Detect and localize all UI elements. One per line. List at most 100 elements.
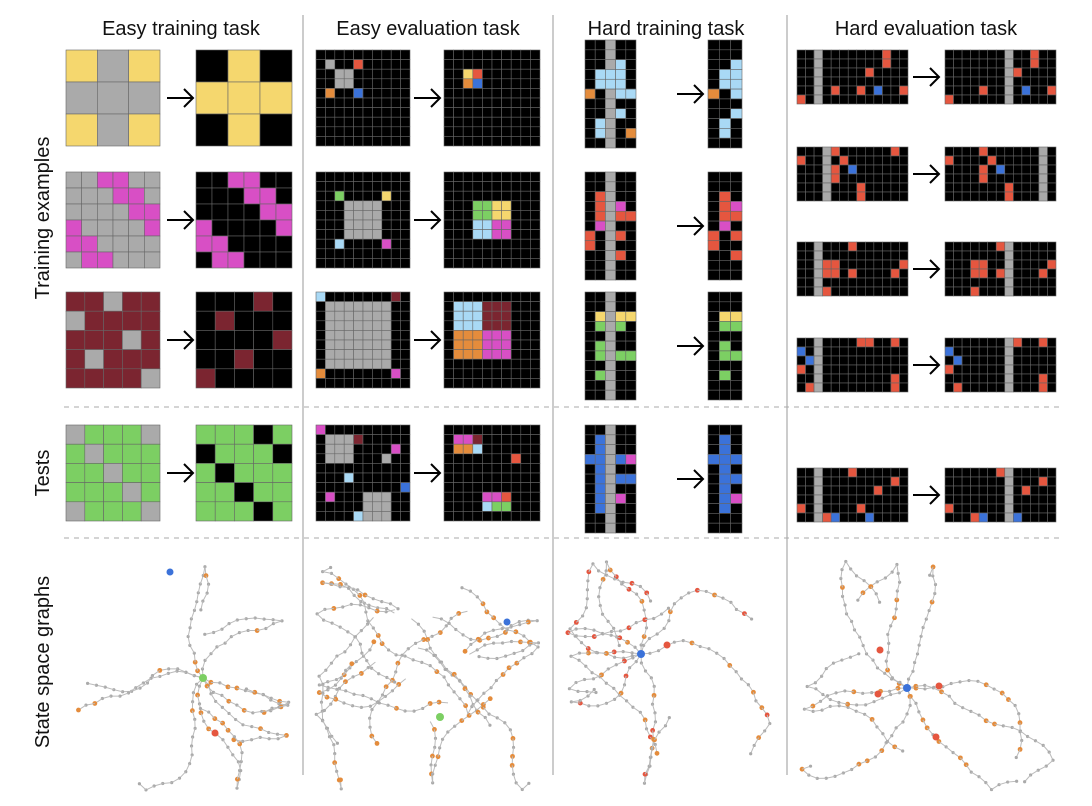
cell (882, 494, 892, 505)
cell (719, 98, 731, 110)
cell (882, 476, 892, 487)
cell (625, 311, 637, 322)
cell (847, 94, 858, 105)
cell (275, 187, 293, 205)
cell (353, 219, 364, 230)
cell (987, 164, 997, 175)
cell (605, 240, 616, 251)
cell (944, 268, 954, 279)
cell (865, 277, 875, 288)
graph-node (462, 648, 468, 654)
cell (970, 512, 980, 523)
cell (443, 453, 454, 464)
cell (472, 116, 483, 128)
cell (882, 268, 892, 279)
cell (978, 173, 988, 184)
cell (501, 258, 512, 269)
cell (978, 476, 988, 487)
cell (214, 310, 235, 331)
cell (625, 380, 637, 391)
cell (1013, 364, 1023, 375)
cell (325, 171, 336, 182)
cell (1030, 49, 1040, 60)
cell (1030, 286, 1040, 297)
graph-node (887, 689, 892, 693)
cell (227, 219, 245, 237)
cell (84, 443, 104, 464)
cell (805, 191, 815, 202)
cell (625, 503, 637, 514)
cell (594, 493, 606, 504)
cell (805, 485, 815, 496)
cell (730, 424, 743, 436)
graph-node (917, 643, 921, 647)
cell (530, 171, 541, 182)
cell (707, 137, 720, 149)
cell (334, 59, 345, 70)
cell (84, 368, 104, 389)
cell (882, 364, 892, 375)
cell (103, 291, 123, 312)
cell (443, 59, 454, 70)
cell (822, 364, 832, 375)
grid (944, 146, 1057, 202)
cell (625, 98, 637, 110)
cell (390, 291, 401, 302)
graph-node (886, 650, 890, 654)
cell (381, 59, 392, 70)
cell (122, 310, 142, 331)
cell (81, 171, 98, 189)
cell (615, 250, 627, 261)
cell (462, 310, 474, 322)
cell (953, 364, 963, 375)
cell (995, 94, 1006, 105)
graph-node (894, 597, 900, 603)
column-title: Easy training task (102, 18, 261, 40)
cell (472, 59, 483, 70)
cell (822, 146, 832, 157)
cell (856, 373, 866, 384)
cell (520, 107, 531, 118)
cell (234, 330, 254, 350)
cell (1021, 286, 1031, 297)
cell (839, 337, 849, 348)
cell (343, 349, 354, 360)
cell (822, 173, 832, 184)
cell (84, 310, 104, 331)
cell (1047, 85, 1057, 96)
cell (390, 443, 401, 455)
grid (707, 171, 743, 281)
graph-node (928, 573, 932, 577)
cell (325, 116, 336, 128)
cell (453, 472, 464, 483)
cell (362, 258, 373, 269)
cell (315, 349, 326, 360)
cell (1013, 94, 1023, 105)
cell (873, 146, 883, 157)
cell (805, 337, 815, 348)
cell (987, 191, 997, 202)
cell (584, 181, 596, 192)
graph-node (895, 685, 901, 691)
cell (520, 238, 531, 250)
graph-node (335, 741, 340, 745)
cell (1021, 76, 1031, 87)
cell (520, 78, 531, 89)
cell (510, 463, 522, 474)
cell (510, 443, 522, 455)
cell (890, 494, 900, 505)
cell (594, 78, 606, 90)
cell (995, 337, 1006, 348)
cell (882, 164, 892, 175)
cell (272, 463, 293, 483)
cell (353, 126, 364, 137)
graph-node (326, 680, 330, 684)
cell (65, 81, 98, 115)
cell (856, 364, 866, 375)
cell (453, 320, 464, 331)
graph-node (992, 721, 997, 727)
cell (978, 76, 988, 87)
cell (400, 453, 411, 464)
cell (615, 78, 627, 90)
cell (501, 229, 512, 240)
